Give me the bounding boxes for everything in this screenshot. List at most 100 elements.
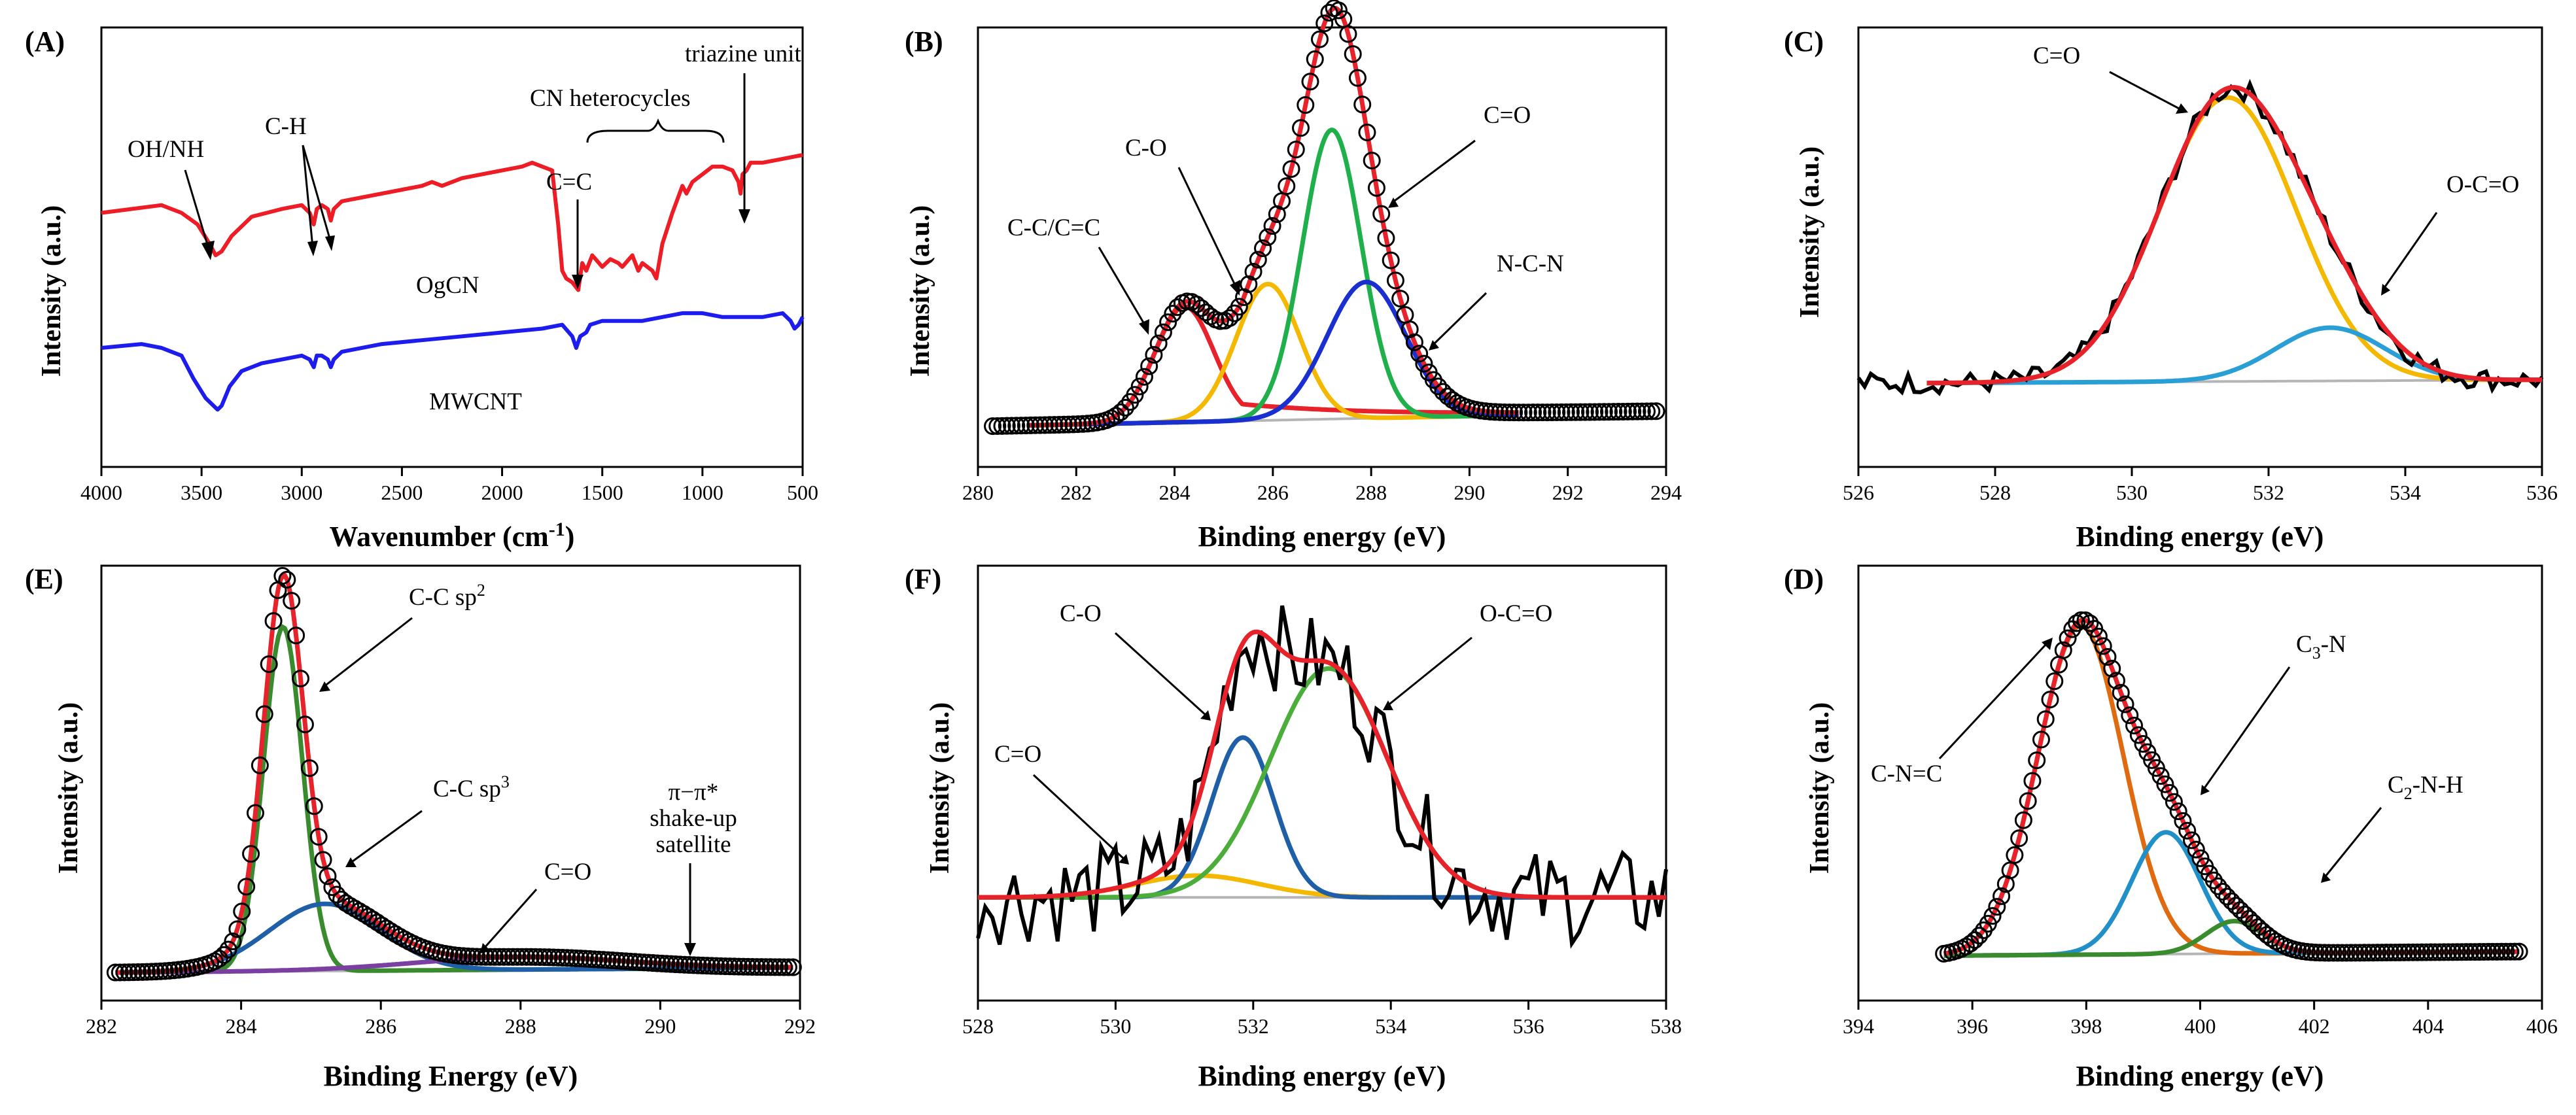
data-point	[314, 851, 332, 869]
data-point	[2010, 829, 2028, 848]
data-point	[138, 963, 156, 981]
arrow-f-oco	[1386, 636, 1472, 708]
panel-c-series	[1856, 78, 2544, 396]
data-point	[1111, 403, 1130, 421]
data-point	[1571, 403, 1590, 421]
arrow-c-c-o	[2109, 71, 2182, 111]
data-point	[490, 948, 508, 966]
panel-c-xlabel: Binding energy (eV)	[2076, 521, 2324, 553]
data-point	[761, 958, 780, 976]
data-point	[1311, 30, 1329, 48]
panel-b: (B) Intensity (a.u.) 280 282 284 286 288 290 2…	[905, 0, 1682, 553]
annotation-b-c-o: C=O	[1484, 102, 1531, 129]
annotation-triazine: triazine unit	[685, 41, 801, 67]
xtick-label: 400	[2185, 1014, 2216, 1038]
data-point	[242, 845, 260, 863]
annotation-oh-nh: OH/NH	[128, 136, 204, 163]
panel-c: (C) Intensity (a.u.) 526 528 530 532 534 536 …	[1784, 26, 2558, 553]
data-point	[2412, 943, 2431, 961]
xtick-label: 532	[1238, 1014, 1269, 1038]
data-point	[2068, 614, 2086, 632]
data-point	[1590, 403, 1609, 421]
arrow-f-co	[1114, 632, 1208, 717]
panel-a-series	[101, 153, 805, 412]
data-point	[1292, 119, 1310, 137]
data-point	[273, 566, 292, 585]
data-point	[1040, 416, 1058, 434]
data-point	[1363, 151, 1381, 169]
data-point	[1012, 417, 1030, 435]
data-point	[1329, 1, 1348, 20]
panel-f-xticks: 528 530 532 534 536 538	[962, 1001, 1682, 1038]
data-point	[508, 948, 527, 966]
data-point	[1244, 262, 1262, 281]
data-point	[1382, 251, 1400, 269]
data-point	[332, 890, 351, 908]
data-point	[1443, 391, 1461, 409]
xtick-label: 286	[1257, 481, 1289, 504]
data-point	[2324, 944, 2342, 962]
raw-spectrum	[1856, 78, 2544, 396]
data-point	[1140, 357, 1158, 375]
arrow-b-co	[1177, 167, 1238, 288]
data-point	[689, 956, 707, 974]
data-point	[1519, 403, 1537, 422]
arrow-e-sp2	[323, 617, 413, 688]
data-point	[725, 957, 744, 976]
data-point	[1315, 14, 1334, 33]
panel-f-frame	[977, 564, 1667, 1002]
data-point	[2036, 710, 2055, 729]
data-point	[771, 958, 789, 976]
data-point	[1637, 402, 1656, 420]
data-point	[662, 955, 680, 973]
data-point	[544, 948, 563, 967]
xtick-label: 2500	[381, 481, 423, 504]
arrowhead-b-cc	[1139, 319, 1149, 335]
arrowhead-c-c	[572, 275, 583, 289]
data-point	[382, 922, 400, 940]
data-point	[1003, 417, 1021, 435]
xtick-label: 530	[1100, 1014, 1131, 1038]
data-point	[2492, 942, 2511, 961]
panel-d-xlabel: Binding energy (eV)	[2076, 1060, 2324, 1092]
annotation-ogcn: OgCN	[416, 272, 479, 299]
data-point	[1993, 887, 2011, 905]
data-point	[1367, 179, 1385, 197]
arrowhead-d-c3n	[2201, 785, 2210, 795]
xtick-label: 282	[1060, 481, 1092, 504]
xtick-label: 290	[1453, 481, 1485, 504]
data-point	[1050, 415, 1068, 434]
data-point	[1287, 141, 1305, 159]
data-point	[784, 958, 802, 976]
data-point	[2501, 942, 2520, 961]
panel-f: (F) Intensity (a.u.) 528 530 532 534 536 538 …	[905, 563, 1682, 1092]
data-point	[2355, 944, 2373, 962]
data-point	[264, 612, 283, 630]
arrowhead-b-ncn	[1429, 340, 1439, 351]
data-point	[1297, 96, 1315, 114]
annotation-c-h: C-H	[265, 113, 307, 140]
data-point	[680, 956, 698, 974]
envelope-fit	[1926, 84, 2542, 386]
data-point	[1524, 403, 1542, 422]
data-point	[766, 958, 784, 976]
panel-b-series	[984, 0, 1665, 436]
data-point	[1230, 298, 1248, 316]
component-c-o	[1926, 95, 2542, 386]
panel-d: (D) Intensity (a.u.) 394 396 398 400 402 404 4…	[1784, 563, 2558, 1092]
panel-b-xticks: 280 282 284 286 288 290 292 294	[962, 467, 1682, 504]
annotation-e-pipi: π−π*	[669, 779, 719, 806]
data-point	[1126, 386, 1144, 404]
data-point	[1306, 50, 1324, 69]
annotation-b-ncn: N-C-N	[1497, 250, 1564, 277]
data-point	[228, 920, 247, 938]
data-point	[1429, 377, 1448, 396]
data-point	[535, 948, 553, 967]
xtick-label: 536	[1513, 1014, 1544, 1038]
arrowhead-e-co	[480, 943, 491, 953]
panel-f-ylabel: Intensity (a.u.)	[925, 702, 955, 874]
data-point	[1529, 403, 1547, 422]
data-point	[255, 705, 273, 723]
xtick-label: 394	[1843, 1014, 1874, 1038]
data-point	[1595, 403, 1613, 421]
